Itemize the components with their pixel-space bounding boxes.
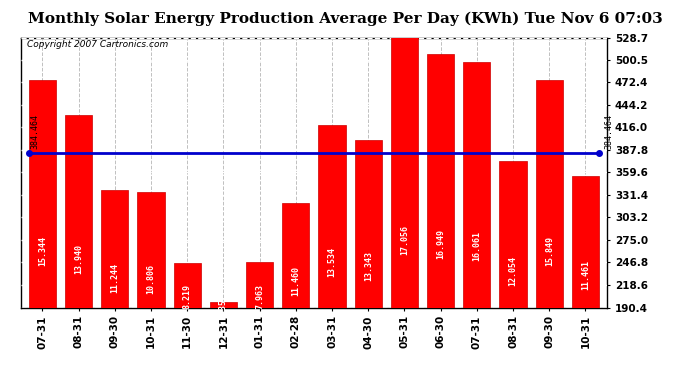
- Text: 7.963: 7.963: [255, 284, 264, 309]
- Bar: [137, 192, 165, 375]
- Bar: [65, 115, 92, 375]
- Bar: [500, 161, 526, 375]
- Text: 8.219: 8.219: [183, 284, 192, 309]
- Text: 384.464: 384.464: [604, 114, 613, 148]
- Text: 10.806: 10.806: [146, 264, 155, 294]
- Text: 13.940: 13.940: [74, 244, 83, 274]
- Bar: [101, 190, 128, 375]
- Text: 6.357: 6.357: [219, 294, 228, 319]
- Text: 11.460: 11.460: [291, 267, 300, 297]
- Text: Copyright 2007 Cartronics.com: Copyright 2007 Cartronics.com: [26, 40, 168, 49]
- Bar: [463, 62, 491, 375]
- Bar: [246, 262, 273, 375]
- Text: 384.464: 384.464: [30, 114, 39, 148]
- Bar: [174, 262, 201, 375]
- Text: 13.343: 13.343: [364, 251, 373, 280]
- Bar: [535, 80, 563, 375]
- Text: 16.949: 16.949: [436, 229, 445, 259]
- Text: 13.534: 13.534: [328, 247, 337, 277]
- Text: 15.344: 15.344: [38, 236, 47, 266]
- Text: 17.056: 17.056: [400, 225, 409, 255]
- Text: Monthly Solar Energy Production Average Per Day (KWh) Tue Nov 6 07:03: Monthly Solar Energy Production Average …: [28, 11, 662, 26]
- Text: 11.461: 11.461: [581, 260, 590, 290]
- Text: 12.054: 12.054: [509, 256, 518, 286]
- Bar: [282, 203, 309, 375]
- Bar: [572, 176, 599, 375]
- Bar: [355, 140, 382, 375]
- Text: 11.244: 11.244: [110, 263, 119, 293]
- Bar: [210, 302, 237, 375]
- Text: 15.849: 15.849: [545, 236, 554, 266]
- Bar: [29, 80, 56, 375]
- Bar: [319, 124, 346, 375]
- Bar: [391, 38, 418, 375]
- Bar: [427, 54, 454, 375]
- Text: 16.061: 16.061: [473, 231, 482, 261]
